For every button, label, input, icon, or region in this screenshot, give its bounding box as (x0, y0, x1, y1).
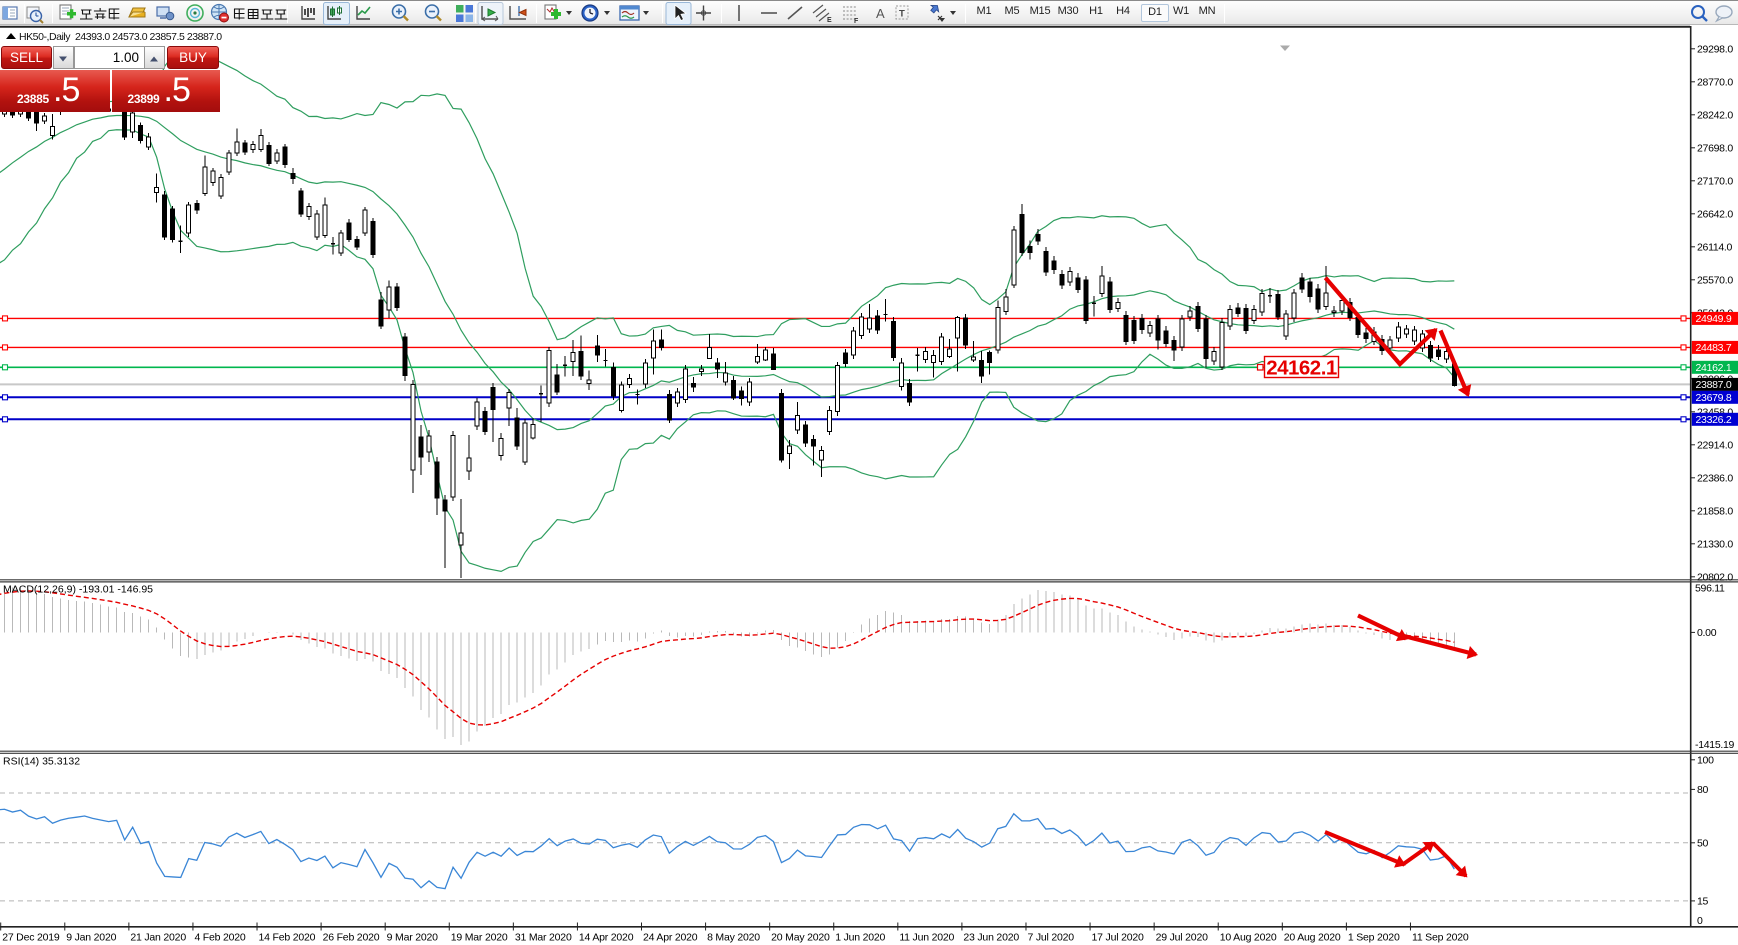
svg-text:17 Jul 2020: 17 Jul 2020 (1092, 932, 1144, 944)
svg-text:23326.2: 23326.2 (1696, 414, 1732, 426)
svg-text:MACD(12,26,9) -193.01 -146.95: MACD(12,26,9) -193.01 -146.95 (3, 584, 153, 596)
svg-text:0: 0 (1697, 915, 1703, 927)
svg-text:14 Apr 2020: 14 Apr 2020 (579, 932, 634, 944)
svg-text:22386.0: 22386.0 (1697, 472, 1733, 484)
svg-text:9 Mar 2020: 9 Mar 2020 (387, 932, 438, 944)
svg-text:24162.1: 24162.1 (1266, 357, 1337, 380)
svg-text:24483.7: 24483.7 (1696, 342, 1732, 354)
svg-text:E: E (827, 17, 832, 24)
svg-text:29 Jul 2020: 29 Jul 2020 (1156, 932, 1208, 944)
svg-text:23887.0: 23887.0 (1696, 379, 1732, 391)
svg-text:31 Mar 2020: 31 Mar 2020 (515, 932, 572, 944)
svg-text:11 Sep 2020: 11 Sep 2020 (1412, 932, 1469, 944)
svg-text:19 Mar 2020: 19 Mar 2020 (451, 932, 508, 944)
svg-text:24949.9: 24949.9 (1696, 313, 1732, 325)
svg-text:20 May 2020: 20 May 2020 (771, 932, 830, 944)
svg-text:23679.8: 23679.8 (1696, 392, 1732, 404)
svg-text:26642.0: 26642.0 (1697, 208, 1733, 220)
svg-text:596.11: 596.11 (1695, 583, 1725, 595)
svg-text:20802.0: 20802.0 (1697, 571, 1733, 583)
svg-text:21 Jan 2020: 21 Jan 2020 (130, 932, 186, 944)
svg-text:28770.0: 28770.0 (1697, 76, 1733, 88)
svg-text:1 Sep 2020: 1 Sep 2020 (1348, 932, 1400, 944)
svg-text:9 Jan 2020: 9 Jan 2020 (66, 932, 116, 944)
svg-text:27 Dec 2019: 27 Dec 2019 (2, 932, 60, 944)
svg-text:26 Feb 2020: 26 Feb 2020 (323, 932, 380, 944)
svg-text:24 Apr 2020: 24 Apr 2020 (643, 932, 698, 944)
svg-text:27170.0: 27170.0 (1697, 175, 1733, 187)
svg-text:A: A (876, 6, 885, 21)
svg-text:29298.0: 29298.0 (1697, 43, 1733, 55)
svg-text:1 Jun 2020: 1 Jun 2020 (835, 932, 885, 944)
svg-text:0.00: 0.00 (1697, 627, 1717, 639)
svg-text:24162.1: 24162.1 (1696, 362, 1732, 374)
svg-text:21858.0: 21858.0 (1697, 505, 1733, 517)
svg-text:T: T (899, 9, 905, 20)
svg-text:7 Jul 2020: 7 Jul 2020 (1027, 932, 1074, 944)
svg-text:27698.0: 27698.0 (1697, 142, 1733, 154)
svg-text:F: F (854, 18, 859, 25)
svg-text:4 Feb 2020: 4 Feb 2020 (194, 932, 245, 944)
svg-text:20 Aug 2020: 20 Aug 2020 (1284, 932, 1341, 944)
svg-text:25570.0: 25570.0 (1697, 274, 1733, 286)
svg-text:21330.0: 21330.0 (1697, 538, 1733, 550)
svg-text:100: 100 (1697, 754, 1714, 766)
svg-text:23 Jun 2020: 23 Jun 2020 (963, 932, 1019, 944)
svg-text:10 Aug 2020: 10 Aug 2020 (1220, 932, 1277, 944)
svg-text:50: 50 (1697, 837, 1709, 849)
svg-text:8 May 2020: 8 May 2020 (707, 932, 760, 944)
svg-text:-1415.19: -1415.19 (1695, 739, 1735, 751)
svg-text:RSI(14) 35.3132: RSI(14) 35.3132 (3, 756, 80, 768)
svg-text:80: 80 (1697, 784, 1709, 796)
svg-text:15: 15 (1697, 896, 1709, 908)
svg-text:11 Jun 2020: 11 Jun 2020 (899, 932, 954, 944)
svg-text:22914.0: 22914.0 (1697, 439, 1733, 451)
svg-text:26114.0: 26114.0 (1697, 241, 1733, 253)
svg-text:14 Feb 2020: 14 Feb 2020 (259, 932, 316, 944)
svg-text:28242.0: 28242.0 (1697, 109, 1733, 121)
